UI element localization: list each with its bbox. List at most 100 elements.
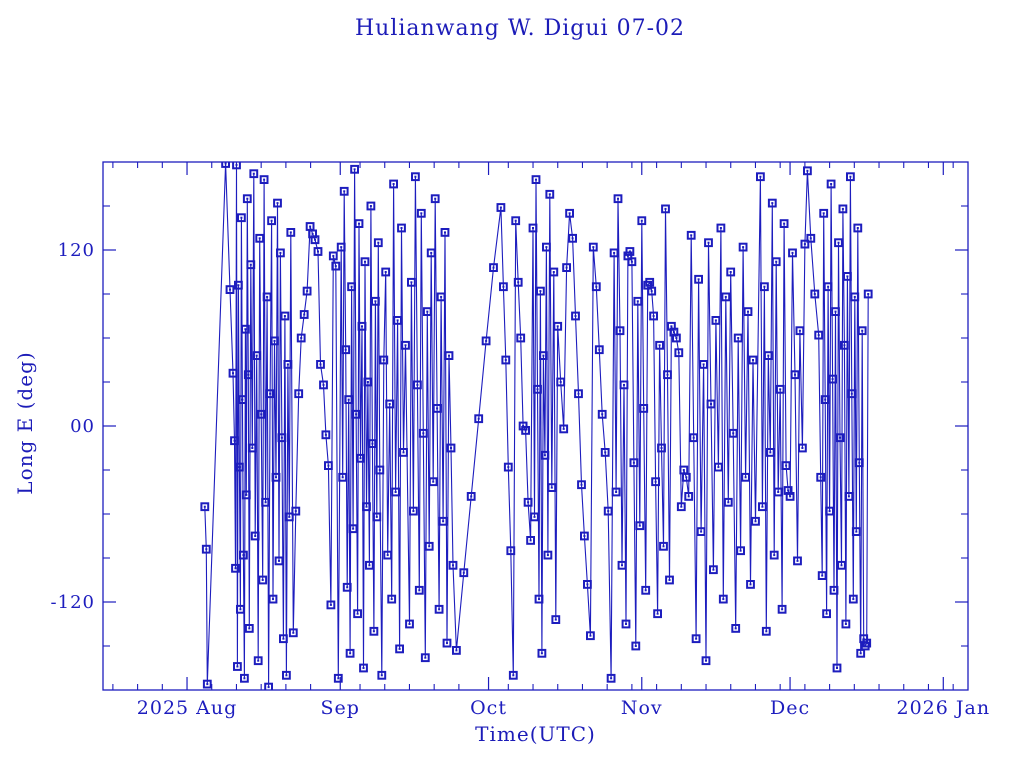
data-point-center-dot [690,234,693,237]
data-point-center-dot [700,530,703,533]
data-point-marker [359,663,368,673]
data-point-marker [238,395,247,405]
data-point-marker [655,340,665,350]
data-point-center-dot [514,219,517,222]
data-point-center-dot [650,290,653,293]
data-point-marker [339,186,349,196]
data-point-marker [351,409,361,419]
data-point-center-dot [438,608,441,611]
data-point-center-dot [862,637,865,640]
data-point-center-dot [527,501,530,504]
data-point-center-dot [276,202,279,205]
data-point-marker [372,512,382,522]
data-point-marker [856,648,866,658]
data-point-center-dot [412,510,415,513]
data-point-center-dot [822,212,825,215]
data-point-center-dot [660,447,663,449]
data-point-center-dot [834,310,837,313]
data-point-center-dot [791,251,794,254]
data-point-center-dot [625,623,627,625]
data-point-center-dot [568,212,571,215]
data-point-center-dot [402,451,405,454]
data-point-center-dot [847,495,850,498]
data-point-marker [277,433,287,443]
data-point-center-dot [852,598,855,601]
data-point-marker [271,472,281,482]
data-point-marker [733,333,743,343]
data-point-center-dot [855,530,858,533]
data-point-center-dot [353,168,356,171]
data-point-center-dot [712,568,715,571]
data-point-center-dot [586,583,589,586]
x-tick-label: Sep [321,697,360,719]
data-point-center-dot [538,598,540,601]
data-point-center-dot [682,469,685,471]
data-point-center-dot [552,271,555,273]
data-point-center-dot [642,407,645,410]
data-point-marker [629,458,639,468]
data-point-center-dot [432,480,435,483]
data-point-center-dot [798,329,801,332]
data-point-center-dot [343,190,346,193]
data-point-center-dot [574,315,577,317]
data-point-marker [336,242,346,252]
data-point-center-dot [375,515,378,518]
data-point-center-dot [601,413,604,416]
data-point-marker [816,472,826,482]
data-point-marker [635,521,645,531]
data-point-center-dot [275,476,277,479]
data-point-center-dot [675,337,678,339]
data-point-marker [284,512,294,522]
data-point-marker [637,216,647,226]
data-point-center-dot [240,216,243,219]
data-point-marker [672,333,681,343]
data-point-center-dot [592,246,595,249]
data-point-center-dot [695,637,698,640]
data-point-center-dot [727,501,730,504]
data-point-marker [231,563,240,573]
data-point-center-dot [865,642,868,645]
data-point-marker [353,609,363,619]
data-point-center-dot [380,674,383,677]
data-point-marker [760,282,769,292]
data-point-center-dot [837,241,840,244]
data-point-marker [540,450,550,460]
data-point-marker [405,619,414,629]
data-point-center-dot [619,329,621,332]
data-point-marker [748,355,758,365]
data-point-marker [228,368,238,378]
data-point-marker [696,527,706,537]
data-point-marker [356,453,365,463]
data-point-marker [533,384,542,394]
data-point-center-dot [813,293,816,295]
data-point-marker [255,233,265,243]
data-point-center-dot [404,344,407,347]
data-point-center-dot [705,659,707,662]
data-point-center-dot [589,634,592,637]
data-point-center-dot [843,344,846,347]
data-point-marker [594,345,604,355]
data-point-marker [649,311,659,321]
data-point-center-dot [263,178,266,181]
data-point-center-dot [507,466,510,469]
data-point-center-dot [662,545,665,548]
data-point-marker [526,536,536,545]
data-point-center-dot [580,483,583,486]
data-point-marker [523,497,533,507]
data-point-marker [788,248,797,258]
data-point-center-dot [269,392,272,395]
data-point-center-dot [414,175,417,178]
data-point-marker [528,223,538,233]
data-point-marker [862,638,872,648]
data-point-center-dot [288,515,291,518]
data-point-center-dot [436,407,439,410]
data-point-marker [767,198,777,208]
x-tick-label: Oct [470,697,507,719]
data-point-marker [726,267,736,277]
data-point-marker [348,524,358,534]
data-point-marker [331,261,341,271]
data-point-center-dot [617,197,619,200]
data-point-center-dot [595,285,598,288]
data-layer [200,162,873,690]
data-point-marker [800,239,810,249]
